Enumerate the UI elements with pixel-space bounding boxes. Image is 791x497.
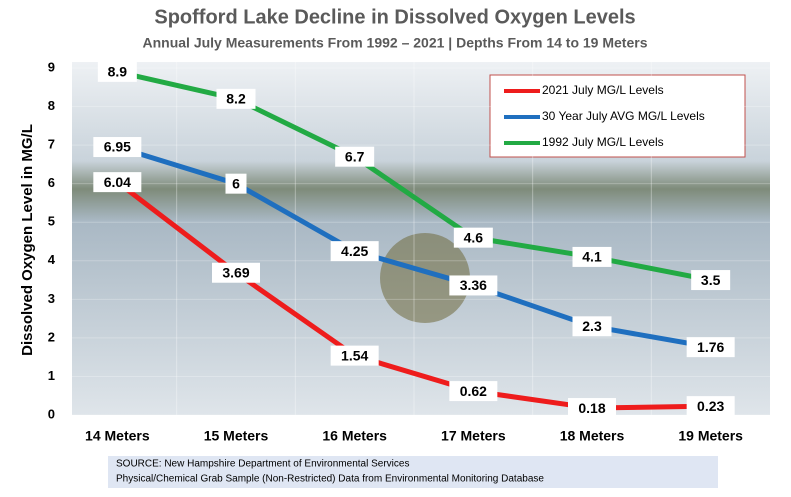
source-text: Physical/Chemical Grab Sample (Non-Restr… — [116, 474, 544, 485]
value-label: 8.9 — [108, 64, 128, 80]
value-label: 4.6 — [464, 229, 484, 245]
source-text: SOURCE: New Hampshire Department of Envi… — [116, 459, 409, 470]
y-axis-label: Dissolved Oxygen Level in MG/L — [19, 124, 36, 356]
value-label: 0.62 — [460, 383, 487, 399]
value-label: 8.2 — [226, 91, 246, 107]
y-tick-label: 4 — [48, 252, 56, 267]
x-tick-label: 17 Meters — [441, 428, 506, 444]
value-label: 2.3 — [582, 318, 602, 334]
value-label: 6.04 — [104, 174, 131, 190]
x-tick-label: 14 Meters — [85, 428, 150, 444]
legend-label: 30 Year July AVG MG/L Levels — [542, 109, 705, 123]
value-label: 3.36 — [460, 277, 487, 293]
y-tick-label: 8 — [48, 98, 55, 113]
legend-label: 2021 July MG/L Levels — [542, 83, 664, 97]
y-tick-label: 2 — [48, 329, 55, 344]
x-tick-label: 15 Meters — [204, 428, 269, 444]
page: Spofford Lake Decline in Dissolved Oxyge… — [0, 0, 791, 497]
value-label: 4.1 — [582, 249, 602, 265]
x-tick-label: 18 Meters — [560, 428, 625, 444]
chart-title: Spofford Lake Decline in Dissolved Oxyge… — [154, 6, 635, 28]
y-tick-label: 6 — [48, 175, 55, 190]
x-tick-label: 19 Meters — [678, 428, 743, 444]
chart: Spofford Lake Decline in Dissolved Oxyge… — [0, 0, 791, 492]
y-tick-label: 1 — [48, 368, 55, 383]
y-tick-label: 9 — [48, 59, 55, 74]
y-tick-label: 3 — [48, 291, 55, 306]
value-label: 0.23 — [697, 398, 724, 414]
value-label: 1.54 — [341, 347, 368, 363]
chart-subtitle: Annual July Measurements From 1992 – 202… — [143, 35, 648, 51]
value-label: 0.18 — [578, 400, 605, 416]
legend-label: 1992 July MG/L Levels — [542, 135, 664, 149]
value-label: 3.69 — [222, 264, 249, 280]
y-tick-label: 7 — [48, 137, 55, 152]
value-label: 3.5 — [701, 272, 721, 288]
x-tick-label: 16 Meters — [322, 428, 387, 444]
y-tick-label: 5 — [48, 214, 55, 229]
value-label: 4.25 — [341, 243, 368, 259]
y-tick-label: 0 — [48, 406, 55, 421]
value-label: 6 — [232, 175, 240, 191]
value-label: 1.76 — [697, 339, 724, 355]
value-label: 6.95 — [104, 139, 131, 155]
value-label: 6.7 — [345, 148, 365, 164]
